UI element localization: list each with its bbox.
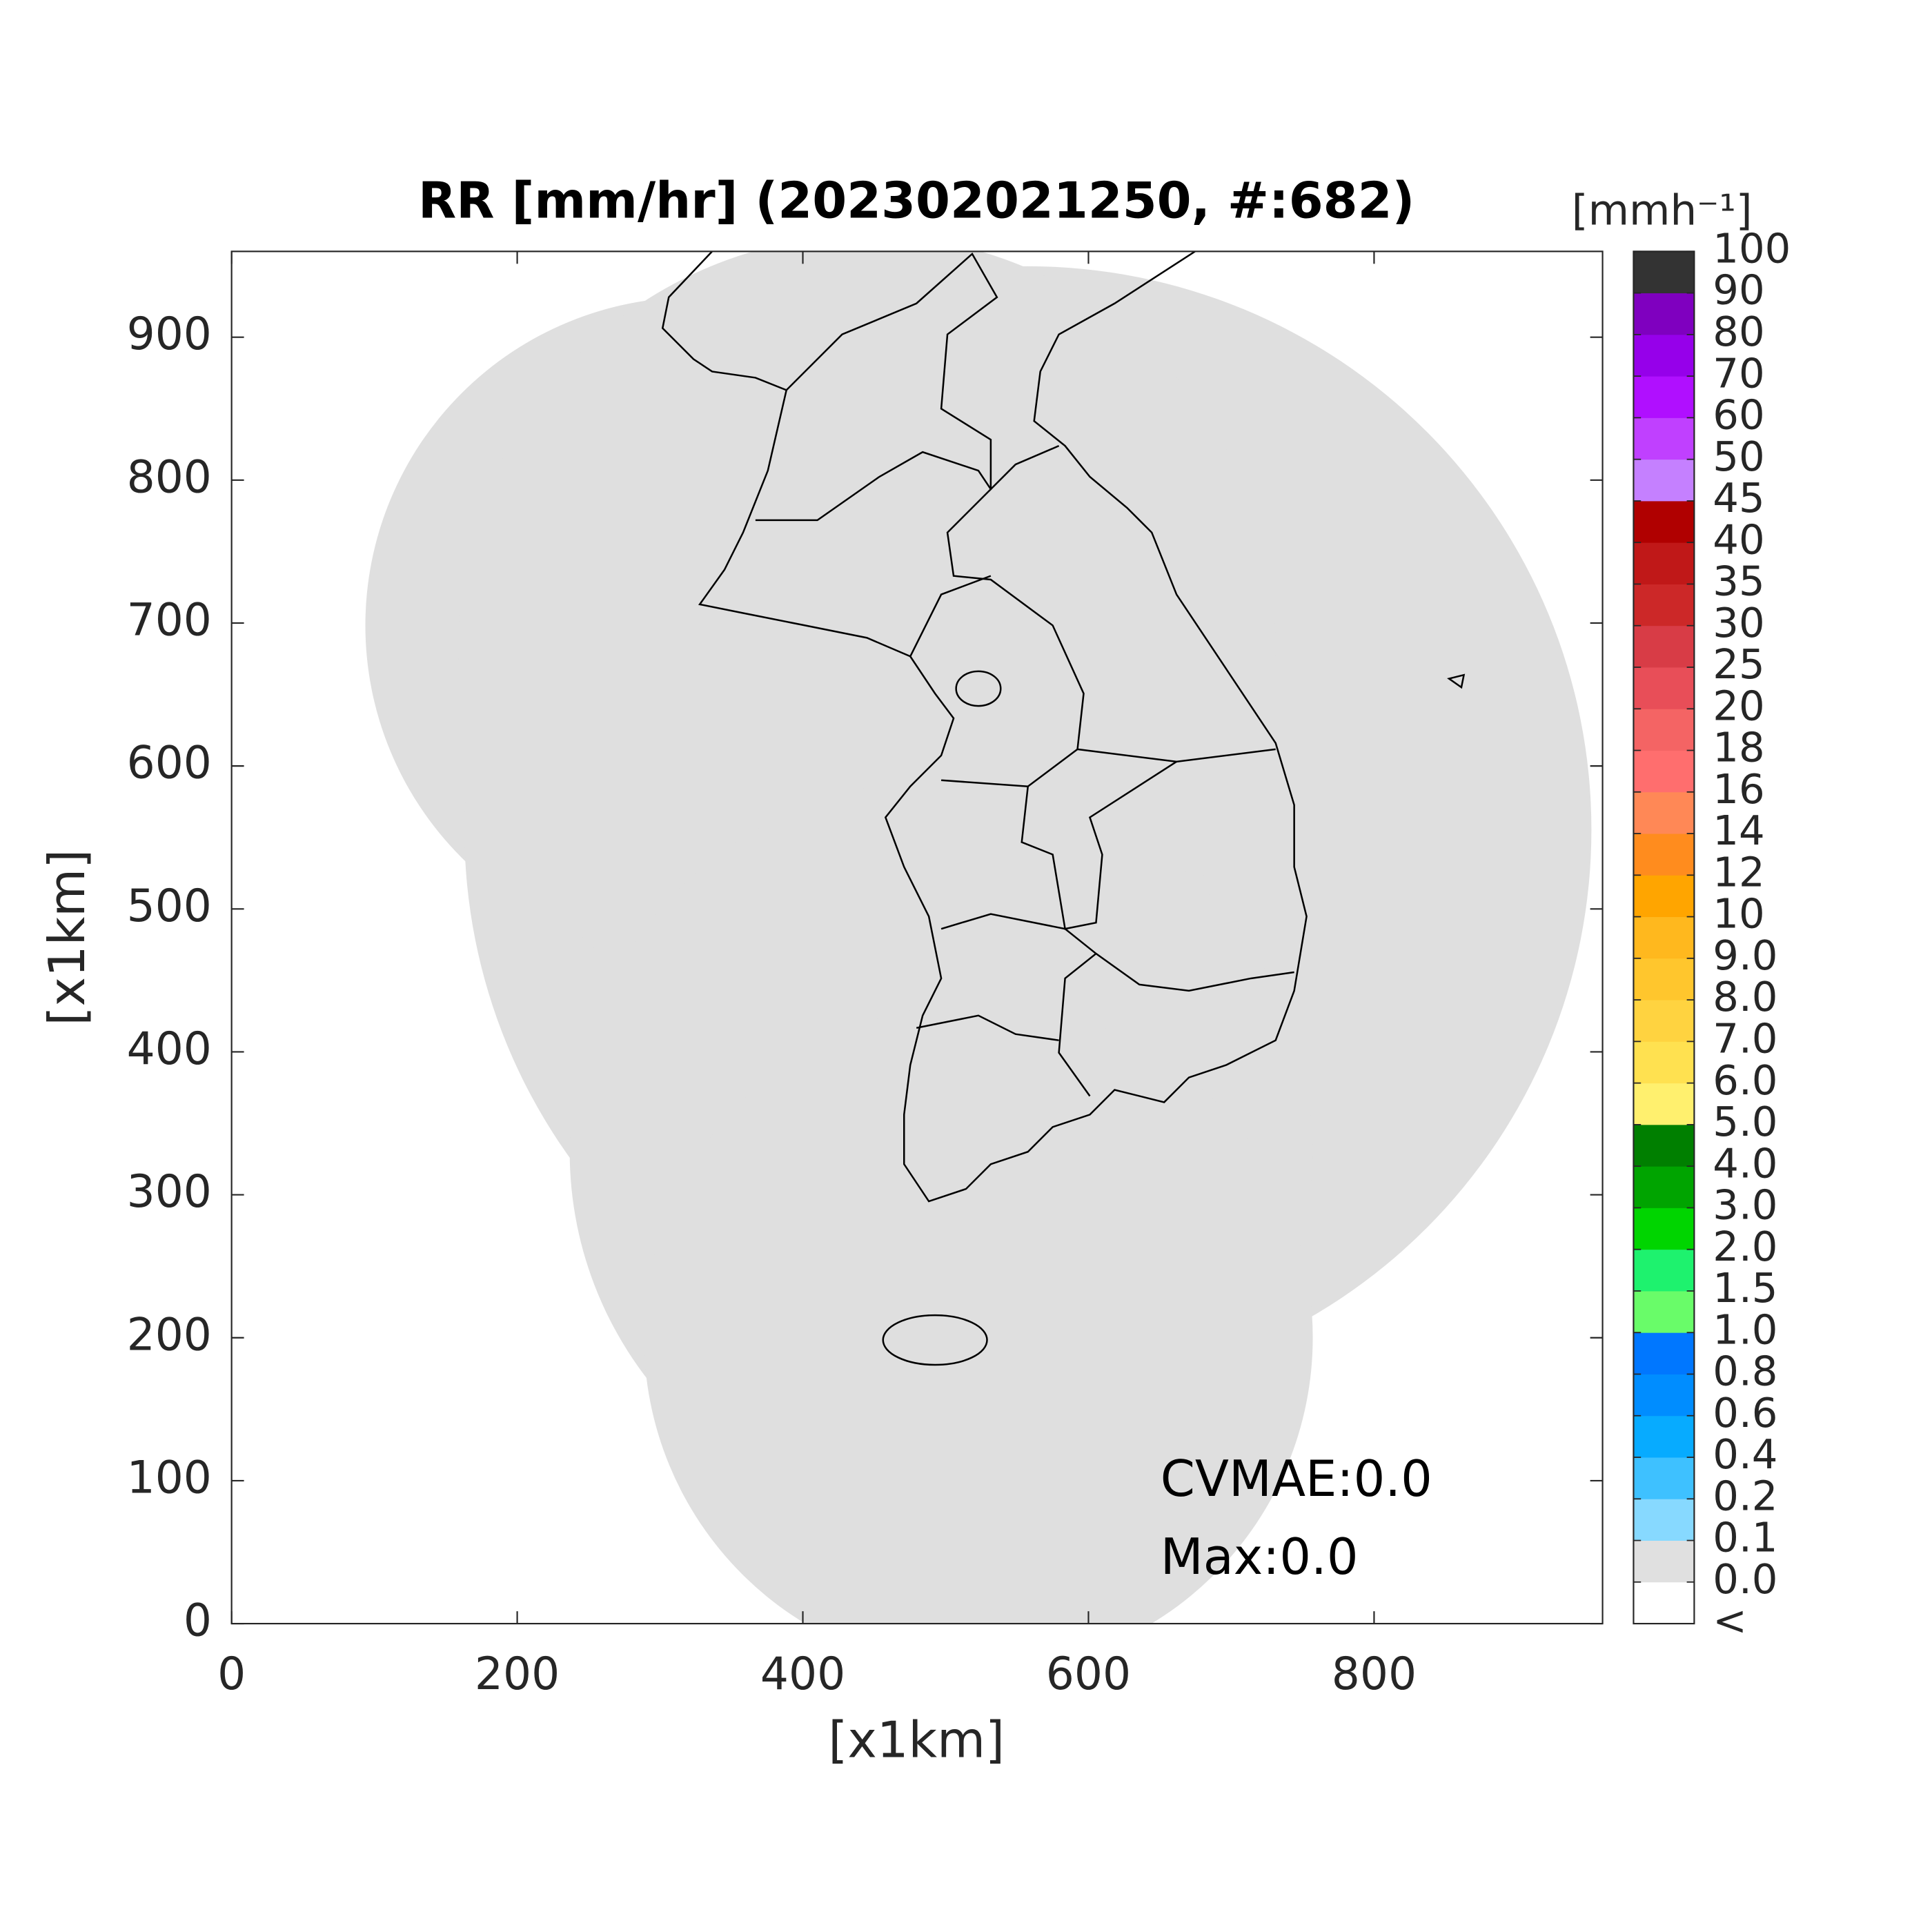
y-tick-label: 0 bbox=[184, 1595, 212, 1647]
colorbar-segment bbox=[1633, 750, 1695, 793]
x-tick-label: 800 bbox=[1332, 1648, 1417, 1700]
colorbar-label: 45 bbox=[1713, 474, 1764, 522]
colorbar-segment bbox=[1633, 916, 1695, 959]
x-tick-label: 200 bbox=[475, 1648, 560, 1700]
colorbar-label: 0.1 bbox=[1713, 1514, 1777, 1561]
colorbar-segment bbox=[1633, 1041, 1695, 1084]
x-tick-label: 400 bbox=[760, 1648, 845, 1700]
x-axis-label: [x1km] bbox=[828, 1711, 1005, 1769]
colorbar-segment bbox=[1633, 1124, 1695, 1167]
colorbar-segment bbox=[1633, 500, 1695, 543]
colorbar-segment bbox=[1633, 1332, 1695, 1374]
colorbar-segment bbox=[1633, 334, 1695, 377]
colorbar-label: 0.8 bbox=[1713, 1348, 1777, 1395]
y-tick-label: 100 bbox=[127, 1452, 212, 1504]
colorbar-segment bbox=[1633, 542, 1695, 584]
colorbar-label: 25 bbox=[1713, 640, 1764, 688]
y-tick-label: 400 bbox=[127, 1023, 212, 1075]
chart-title: RR [mm/hr] (202302021250, #:682) bbox=[418, 172, 1414, 230]
colorbar-label: 0.2 bbox=[1713, 1472, 1777, 1519]
colorbar-segment bbox=[1633, 1374, 1695, 1417]
y-tick-label: 700 bbox=[127, 595, 212, 647]
colorbar-segment bbox=[1633, 1083, 1695, 1125]
colorbar-label: 70 bbox=[1713, 349, 1764, 397]
annotation: Max:0.0 bbox=[1161, 1528, 1359, 1586]
y-tick-label: 200 bbox=[127, 1309, 212, 1361]
x-tick-label: 0 bbox=[217, 1648, 246, 1700]
colorbar-label: 6.0 bbox=[1713, 1056, 1777, 1104]
colorbar-label: 3.0 bbox=[1713, 1181, 1777, 1229]
colorbar-label: 50 bbox=[1713, 433, 1764, 480]
colorbar-label: 12 bbox=[1713, 848, 1764, 896]
colorbar-segment bbox=[1633, 293, 1695, 335]
colorbar-segment bbox=[1633, 417, 1695, 460]
annotation: CVMAE:0.0 bbox=[1161, 1450, 1432, 1508]
colorbar-segment bbox=[1633, 833, 1695, 876]
colorbar-label: 60 bbox=[1713, 391, 1764, 439]
colorbar-segment bbox=[1633, 1581, 1695, 1624]
colorbar-segment bbox=[1633, 999, 1695, 1042]
y-tick-label: 500 bbox=[127, 880, 212, 932]
colorbar-label: 7.0 bbox=[1713, 1014, 1777, 1062]
colorbar-segment bbox=[1633, 1249, 1695, 1292]
y-tick-label: 300 bbox=[127, 1166, 212, 1218]
colorbar-label: 9.0 bbox=[1713, 931, 1777, 979]
colorbar-label: 18 bbox=[1713, 724, 1764, 771]
colorbar-segment bbox=[1633, 1415, 1695, 1458]
colorbar-label: 0.6 bbox=[1713, 1389, 1777, 1437]
colorbar-segment bbox=[1633, 1457, 1695, 1499]
colorbar-segment bbox=[1633, 250, 1695, 294]
colorbar-segment bbox=[1633, 459, 1695, 502]
colorbar-label: 2.0 bbox=[1713, 1223, 1777, 1270]
colorbar-label: 80 bbox=[1713, 308, 1764, 355]
colorbar-segment bbox=[1633, 791, 1695, 834]
colorbar-label: 4.0 bbox=[1713, 1139, 1777, 1187]
colorbar-segment bbox=[1633, 1540, 1695, 1583]
x-tick-label: 600 bbox=[1046, 1648, 1131, 1700]
colorbar-segment bbox=[1633, 1165, 1695, 1208]
colorbar-label: 35 bbox=[1713, 558, 1764, 605]
radar-coverage bbox=[365, 251, 1592, 1624]
colorbar-label: 20 bbox=[1713, 682, 1764, 729]
colorbar-segment bbox=[1633, 1290, 1695, 1333]
colorbar-segment bbox=[1633, 667, 1695, 709]
colorbar-label: 16 bbox=[1713, 765, 1764, 813]
colorbar-label: < bbox=[1713, 1597, 1747, 1644]
colorbar-frame bbox=[1633, 250, 1695, 1625]
colorbar-segment bbox=[1633, 708, 1695, 751]
y-tick-label: 900 bbox=[127, 308, 212, 360]
colorbar-label: 40 bbox=[1713, 515, 1764, 563]
colorbar-label: 14 bbox=[1713, 807, 1764, 854]
y-tick-label: 600 bbox=[127, 738, 212, 789]
colorbar-label: 1.0 bbox=[1713, 1305, 1777, 1353]
y-tick-label: 800 bbox=[127, 451, 212, 503]
colorbar-label: 10 bbox=[1713, 890, 1764, 938]
coastline bbox=[661, 251, 1466, 1366]
colorbar-label: 30 bbox=[1713, 599, 1764, 647]
colorbar-segment bbox=[1633, 958, 1695, 1000]
colorbar-segment bbox=[1633, 874, 1695, 918]
colorbar-label: 1.5 bbox=[1713, 1264, 1777, 1312]
colorbar-segment bbox=[1633, 375, 1695, 418]
colorbar-segment bbox=[1633, 625, 1695, 668]
plot-frame bbox=[230, 250, 1604, 1625]
colorbar-label: 100 bbox=[1713, 224, 1791, 272]
colorbar-label: 0.0 bbox=[1713, 1555, 1777, 1603]
colorbar-label: 8.0 bbox=[1713, 973, 1777, 1021]
colorbar-title: [mmh⁻¹] bbox=[1572, 186, 1753, 235]
colorbar-segment bbox=[1633, 1498, 1695, 1541]
colorbar-segment bbox=[1633, 1207, 1695, 1250]
colorbar-label: 0.4 bbox=[1713, 1430, 1777, 1478]
colorbar-segment bbox=[1633, 584, 1695, 627]
colorbar-label: 5.0 bbox=[1713, 1098, 1777, 1145]
colorbar-label: 90 bbox=[1713, 266, 1764, 314]
y-axis-label: [x1km] bbox=[38, 849, 96, 1026]
